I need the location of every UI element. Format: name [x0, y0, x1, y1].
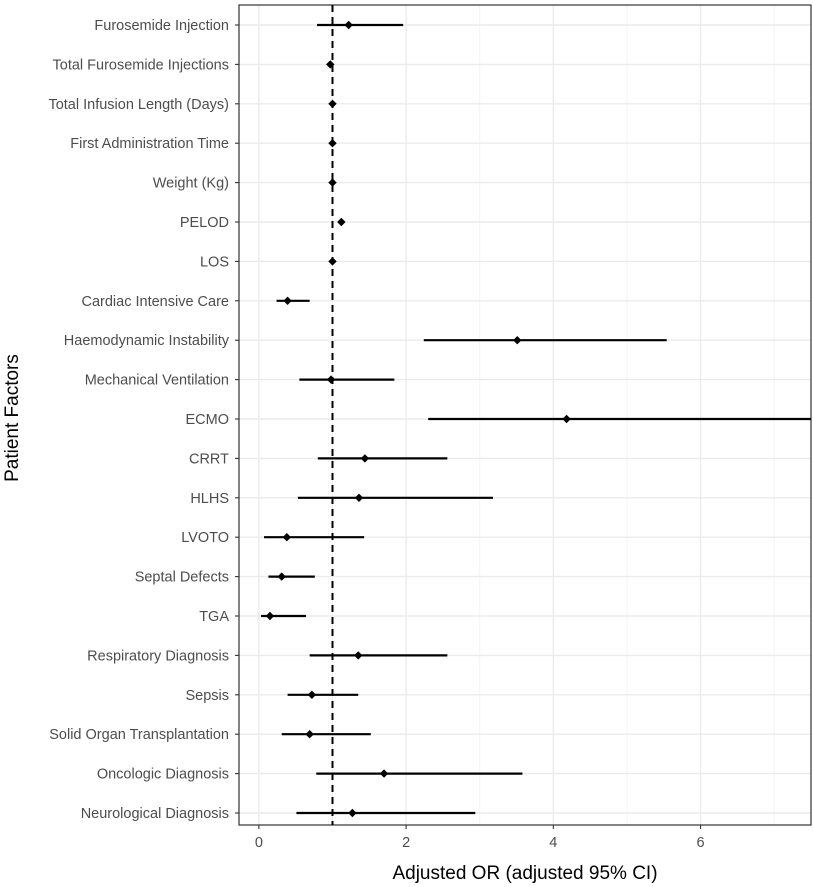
y-tick-label: Total Furosemide Injections [53, 57, 230, 73]
or-point [265, 611, 275, 621]
x-tick-label: 6 [697, 835, 705, 851]
or-point [307, 690, 317, 699]
plot-panel-border [238, 4, 812, 826]
or-point [282, 533, 292, 542]
x-tick-label: 4 [549, 835, 557, 851]
or-point [328, 99, 337, 108]
y-tick-label: Oncologic Diagnosis [97, 767, 229, 783]
x-tick-label: 2 [402, 835, 410, 851]
y-tick-label: LOS [200, 254, 229, 270]
x-tick-label: 0 [255, 835, 263, 851]
y-tick-label: Mechanical Ventilation [85, 373, 229, 389]
y-axis-title: Patient Factors [2, 354, 23, 482]
y-tick-label: Septal Defects [135, 570, 229, 586]
y-tick-label: PELOD [180, 215, 229, 231]
or-point [328, 257, 337, 266]
y-tick-label: ECMO [186, 412, 230, 428]
y-tick-label: Furosemide Injection [94, 18, 229, 34]
or-point [326, 60, 335, 69]
or-point [277, 572, 286, 581]
y-tick-label: Cardiac Intensive Care [82, 294, 230, 310]
or-point [348, 808, 357, 818]
y-tick-label: First Administration Time [70, 136, 229, 152]
or-point [379, 769, 389, 778]
y-tick-label: Respiratory Diagnosis [87, 648, 229, 664]
y-tick-label: Sepsis [185, 688, 229, 704]
data-layer [261, 5, 811, 825]
y-tick-label: Solid Organ Transplantation [49, 727, 229, 743]
y-tick-label: Haemodynamic Instability [64, 333, 230, 349]
y-tick-label: HLHS [190, 491, 229, 507]
or-point [354, 493, 364, 502]
y-tick-label: TGA [199, 609, 229, 625]
or-point [326, 375, 336, 384]
or-point [283, 296, 292, 305]
or-point [360, 454, 370, 463]
or-point [305, 730, 314, 739]
y-tick-label: Weight (Kg) [153, 176, 229, 192]
or-point [513, 336, 522, 345]
or-point [337, 217, 346, 227]
or-point [328, 139, 337, 148]
or-point [328, 178, 337, 187]
y-axis-labels: Furosemide Injection Total Furosemide Inj… [48, 18, 239, 822]
y-tick-label: LVOTO [181, 530, 229, 546]
y-tick-label: Total Infusion Length (Days) [48, 97, 229, 113]
y-tick-label: CRRT [189, 451, 229, 467]
x-axis-ticks: 0 2 4 6 [255, 825, 705, 851]
or-point [354, 651, 363, 660]
y-tick-label: Neurological Diagnosis [81, 806, 229, 822]
or-point [562, 414, 571, 424]
x-axis-title: Adjusted OR (adjusted 95% CI) [392, 863, 657, 884]
or-point [344, 20, 353, 30]
